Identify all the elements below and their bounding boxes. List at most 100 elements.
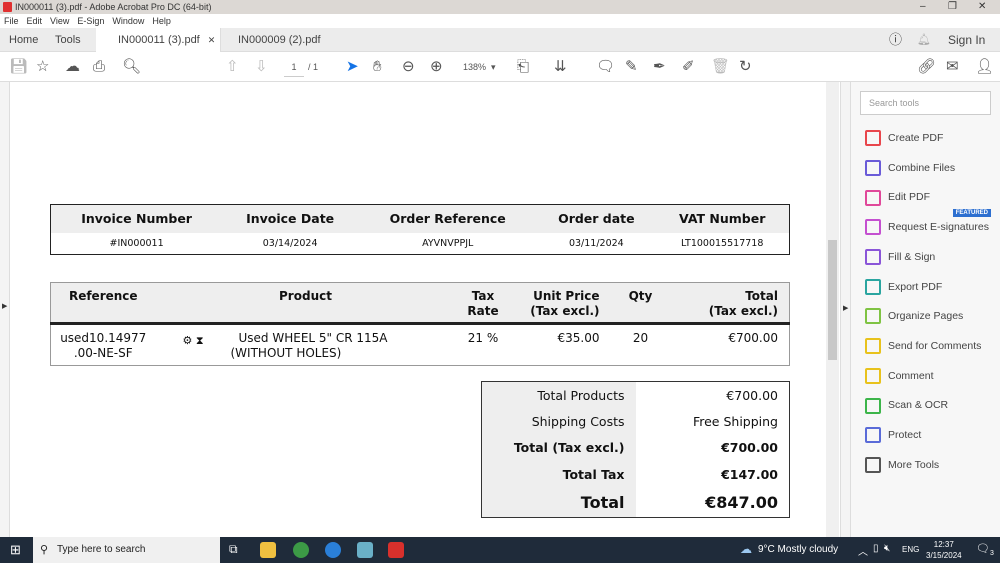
share-link-icon[interactable]: 🔗︎ — [917, 58, 937, 75]
tool-scan-ocr[interactable]: Scan & OCR — [865, 395, 999, 415]
title-bar: IN000011 (3).pdf - Adobe Acrobat Pro DC … — [0, 0, 1000, 14]
zoom-level-select[interactable]: 138% ▾ — [463, 62, 496, 72]
tool-comment[interactable]: Comment — [865, 366, 999, 386]
zoom-out-icon[interactable]: ⊖ — [402, 58, 415, 75]
tool-label: Protect — [888, 429, 922, 441]
weather-text[interactable]: 9°C Mostly cloudy — [758, 544, 839, 555]
tool-label: Comment — [888, 369, 934, 382]
email-icon[interactable]: ✉ — [946, 58, 959, 75]
tab-label: IN000011 (3).pdf — [118, 34, 200, 46]
hand-icon[interactable]: ✋︎ — [373, 58, 382, 75]
cloud-upload-icon[interactable]: ☁ — [65, 58, 80, 75]
product-reference: used10.14977.00-NE-SF — [51, 324, 156, 366]
search-icon[interactable]: 🔍︎ — [122, 58, 142, 75]
chrome-icon[interactable] — [293, 542, 309, 558]
highlight-icon[interactable]: ✎ — [625, 58, 638, 75]
acrobat-taskbar-icon[interactable] — [388, 542, 404, 558]
tool-send-for-comments[interactable]: Send for Comments — [865, 336, 999, 356]
language-indicator[interactable]: ENG — [902, 545, 920, 554]
volume-muted-icon[interactable]: 🔇︎ — [884, 543, 891, 554]
header-reference: Reference — [50, 282, 156, 325]
order-date: 03/11/2024 — [568, 237, 624, 249]
vat-number: LT100015517718 — [681, 237, 764, 249]
taskbar-search-input[interactable]: ⚲ Type here to search — [33, 537, 220, 563]
file-explorer-icon[interactable] — [260, 542, 276, 558]
star-icon[interactable]: ☆ — [36, 58, 50, 75]
total-tax-excl-value: €700.00 — [721, 440, 778, 456]
menu-view[interactable]: View — [50, 16, 70, 26]
tool-icon — [865, 278, 881, 295]
time: 12:37 — [933, 540, 954, 549]
page-number-input[interactable]: 1 — [284, 58, 304, 77]
task-view-icon[interactable]: ⧉ — [229, 542, 238, 556]
tool-export-pdf[interactable]: Export PDF — [865, 277, 999, 297]
bell-icon[interactable]: 🔔︎ — [917, 34, 931, 46]
network-icon[interactable]: ▯ — [873, 543, 879, 554]
clock[interactable]: 12:37 3/15/2024 — [926, 539, 962, 561]
maximize-button[interactable]: ❐ — [948, 1, 957, 12]
page-fit-icon[interactable]: ⎗ — [517, 58, 530, 75]
scrollbar-thumb[interactable] — [828, 240, 837, 360]
edit-stamp-icon[interactable]: ✐ — [682, 58, 695, 75]
chevron-up-icon[interactable]: ︿ — [858, 547, 868, 558]
zoom-in-icon[interactable]: ⊕ — [430, 58, 443, 75]
windows-start-icon[interactable]: ⊞ — [10, 542, 21, 557]
tool-fill-sign[interactable]: Fill & Sign — [865, 247, 999, 267]
close-button[interactable]: ✕ — [978, 1, 987, 12]
weather-cloud-icon: ☁ — [740, 542, 752, 556]
menu-help[interactable]: Help — [152, 16, 171, 26]
close-tab-icon[interactable]: ✕ — [207, 35, 216, 45]
header-invoice-number: Invoice Number — [50, 204, 223, 233]
tool-request-e-signatures[interactable]: Request E-signatures FEATURED — [865, 209, 999, 237]
header-tax-rate: Tax Rate — [455, 282, 511, 325]
search-tools-input[interactable]: Search tools — [860, 91, 991, 115]
tab-document[interactable]: IN000009 (2).pdf — [238, 34, 321, 46]
total-products-label: Total Products — [481, 381, 636, 409]
select-cursor-icon[interactable]: ➤ — [346, 58, 359, 75]
print-icon[interactable]: ⎙ — [93, 58, 106, 75]
product-line: Used WHEEL 5" CR 115A — [238, 331, 388, 345]
scroll-mode-icon[interactable]: ⇊ — [554, 58, 567, 75]
delete-icon[interactable]: 🗑︎ — [711, 58, 731, 75]
reference-line: .00-NE-SF — [73, 346, 133, 360]
tool-icon — [865, 367, 881, 384]
tool-protect[interactable]: Protect — [865, 425, 999, 445]
rotate-icon[interactable]: ↻ — [739, 58, 752, 75]
save-icon[interactable]: 💾︎ — [9, 58, 29, 75]
grand-total-label: Total — [481, 487, 636, 518]
menu-esign[interactable]: E-Sign — [77, 16, 105, 26]
menu-window[interactable]: Window — [112, 16, 145, 26]
acrobat-icon — [3, 2, 12, 12]
tool-combine-files[interactable]: Combine Files — [865, 158, 999, 178]
totals-table: Total Products €700.00 Shipping Costs Free… — [481, 381, 790, 519]
previous-page-icon[interactable]: ⇧ — [226, 58, 239, 75]
add-user-icon[interactable]: 👤︎ — [975, 58, 995, 75]
tool-edit-pdf[interactable]: Edit PDF — [865, 187, 999, 207]
sign-in-button[interactable]: Sign In — [948, 33, 986, 47]
invoice-number: #IN000011 — [109, 237, 164, 249]
tax-rate: 21 % — [467, 331, 499, 345]
notifications-icon[interactable]: 🗨︎3 — [976, 543, 994, 558]
tab-document-active[interactable]: IN000011 (3).pdf ✕ — [96, 28, 222, 52]
minimize-button[interactable]: – — [920, 1, 926, 12]
vertical-scrollbar[interactable] — [826, 82, 839, 537]
tool-organize-pages[interactable]: Organize Pages — [865, 306, 999, 326]
products-table: Reference Product Tax Rate Unit Price (Tax… — [50, 282, 790, 366]
app-icon[interactable] — [357, 542, 373, 558]
sign-icon[interactable]: ✒ — [653, 58, 666, 75]
tool-create-pdf[interactable]: Create PDF — [865, 128, 999, 148]
comment-icon[interactable]: 🗨︎ — [596, 58, 616, 75]
help-icon[interactable]: ⓘ — [889, 32, 903, 47]
tool-label: Edit PDF — [888, 191, 931, 204]
right-panel-toggle[interactable]: ▶ — [840, 82, 851, 537]
edge-icon[interactable] — [325, 542, 341, 558]
menu-file[interactable]: File — [4, 16, 19, 26]
header-order-date: Order date — [537, 204, 656, 233]
tool-icon — [865, 159, 881, 176]
menu-edit[interactable]: Edit — [26, 16, 43, 26]
tab-tools[interactable]: Tools — [55, 34, 81, 46]
next-page-icon[interactable]: ⇩ — [255, 58, 268, 75]
left-panel-toggle[interactable]: ▶ — [0, 82, 10, 537]
tool-more-tools[interactable]: More Tools — [865, 455, 999, 475]
tab-home[interactable]: Home — [9, 34, 39, 46]
